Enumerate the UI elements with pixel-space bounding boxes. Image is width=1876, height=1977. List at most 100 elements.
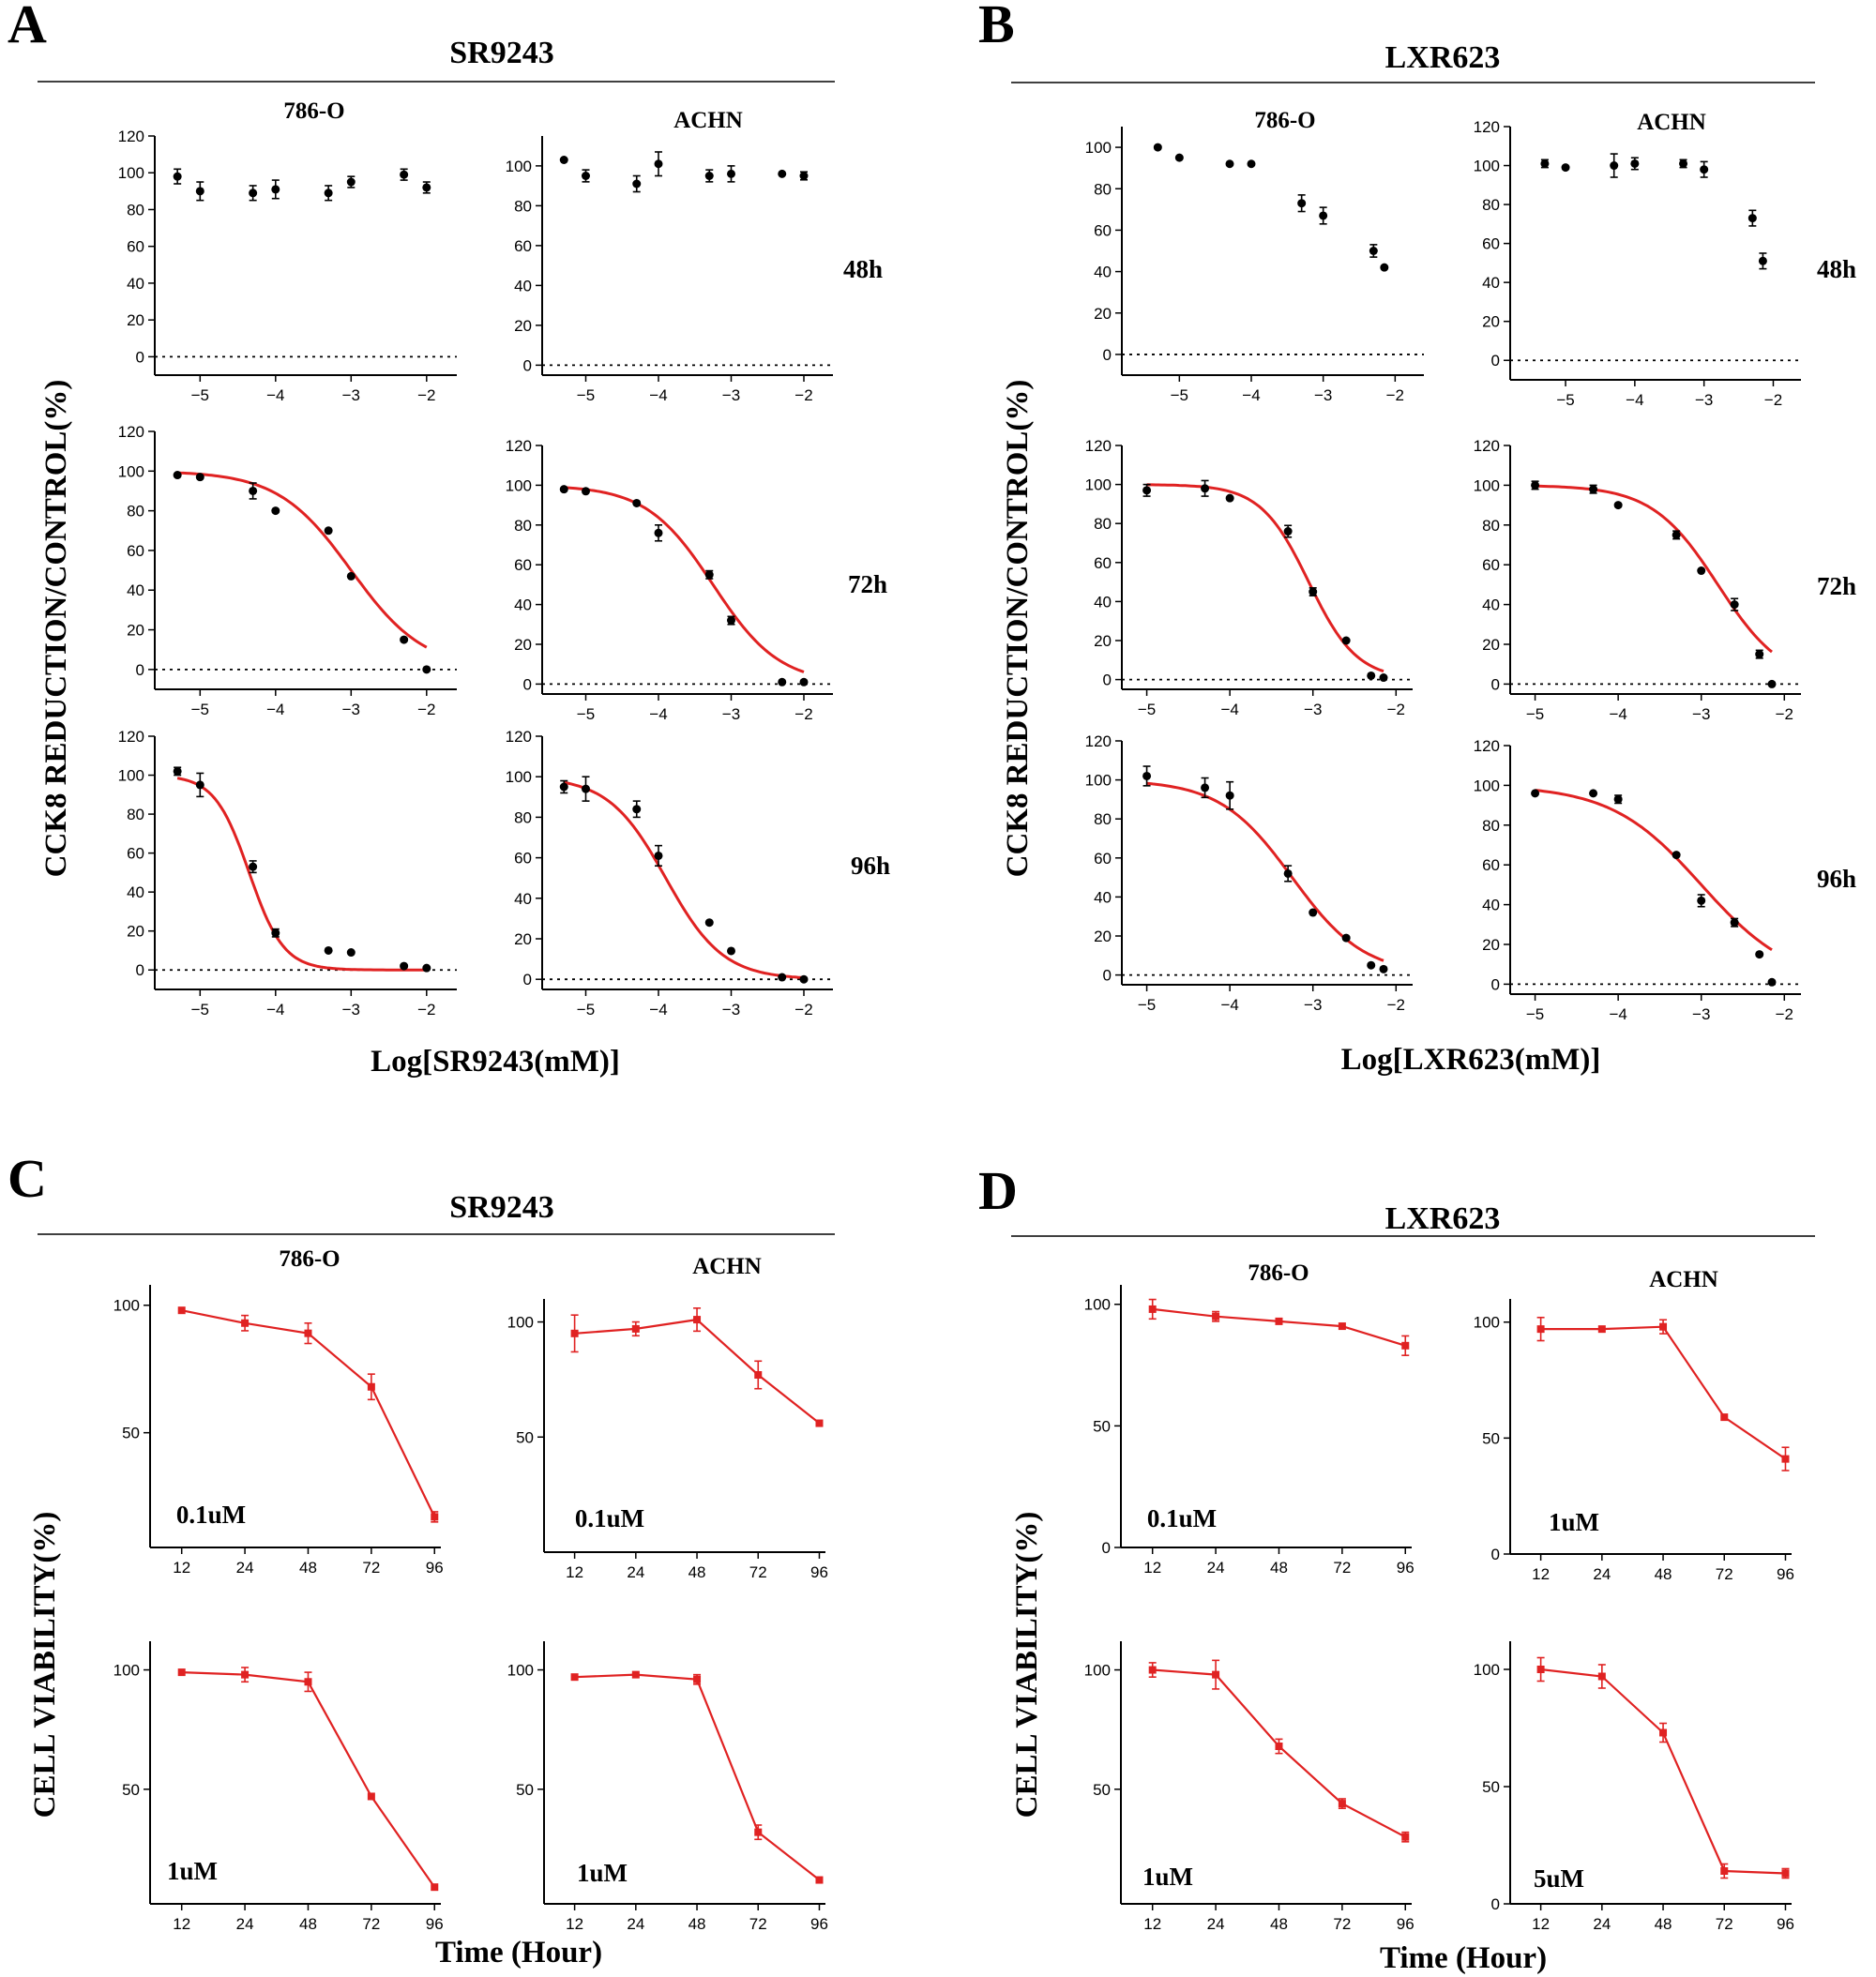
data-point <box>1536 1666 1545 1673</box>
y-tick-label: 120 <box>506 728 532 746</box>
data-point <box>241 1670 250 1679</box>
data-point <box>1247 159 1256 169</box>
data-point <box>1755 650 1764 659</box>
x-tick-label: −2 <box>1386 386 1404 404</box>
x-tick-label: −2 <box>1776 705 1793 723</box>
panel-title-d: LXR623 <box>1385 1201 1501 1236</box>
y-tick-label: 50 <box>1482 1429 1500 1447</box>
x-tick-label: −4 <box>1609 705 1626 723</box>
x-tick-label: −4 <box>649 705 667 723</box>
data-point <box>559 782 568 792</box>
series-line <box>1540 1325 1787 1460</box>
chart-d-18: 50 100 12 24 48 72 96 1uM <box>1084 1641 1415 1933</box>
chart-d-19: 0 50 100 12 24 48 72 96 5uM <box>1474 1641 1794 1933</box>
y-tick-label: 120 <box>1474 737 1500 755</box>
series-line <box>574 1673 821 1881</box>
chart-b-7: 0 20 40 60 80 100 120 −5 −4 −3 −2 ACHN <box>1474 110 1801 409</box>
y-tick-label: 40 <box>1482 274 1500 292</box>
y-tick-label: 60 <box>127 845 144 863</box>
y-tick-label: 0 <box>1491 975 1500 993</box>
y-tick-label: 0 <box>523 356 532 374</box>
data-point <box>727 616 735 626</box>
y-tick-label: 80 <box>514 808 532 826</box>
y-tick-label: 100 <box>506 476 532 494</box>
data-point <box>1730 600 1739 610</box>
y-tick-label: 60 <box>1094 554 1112 572</box>
data-point <box>367 1792 375 1801</box>
data-point <box>304 1678 312 1686</box>
y-tick-label: 80 <box>127 503 144 521</box>
data-point <box>1613 501 1623 510</box>
x-tick-label: −3 <box>1692 705 1710 723</box>
x-tick-label: −4 <box>266 386 284 404</box>
data-point <box>1697 566 1706 576</box>
data-point <box>173 766 182 776</box>
data-point <box>324 189 333 198</box>
y-tick-label: 80 <box>514 197 532 215</box>
y-tick-label: 0 <box>1103 672 1112 689</box>
panel-title-a: SR9243 <box>449 36 553 70</box>
chart-b-6: 0 20 40 60 80 100 −5 −4 −3 −2 786-O 48h <box>1085 108 1856 404</box>
y-tick-label: 120 <box>118 423 144 441</box>
chart-c-13: 50 100 12 24 48 72 96 ACHN 0.1uM <box>507 1254 828 1581</box>
x-axis-label-c: Time (Hour) <box>435 1936 602 1969</box>
x-tick-label: −4 <box>266 1001 284 1019</box>
x-tick-label: 96 <box>1777 1565 1794 1583</box>
data-point <box>249 189 258 198</box>
data-point <box>1319 211 1328 220</box>
x-tick-label: −5 <box>1171 386 1188 404</box>
data-point <box>1679 158 1688 168</box>
y-tick-label: 80 <box>514 517 532 535</box>
x-tick-label: −5 <box>1556 391 1574 409</box>
data-point <box>195 187 204 196</box>
data-point <box>195 780 204 790</box>
y-tick-label: 60 <box>514 556 532 574</box>
data-point <box>1142 486 1152 495</box>
data-point <box>1201 484 1210 493</box>
x-tick-label: 12 <box>1143 1559 1161 1577</box>
data-point <box>1148 1305 1157 1313</box>
y-tick-label: 40 <box>514 596 532 614</box>
x-tick-label: 48 <box>1655 1565 1672 1583</box>
fit-curve <box>177 471 428 649</box>
panel-letter-b: B <box>978 0 1015 54</box>
y-tick-label: 40 <box>1482 897 1500 914</box>
x-tick-label: 72 <box>1333 1559 1351 1577</box>
y-tick-label: 100 <box>1085 139 1112 157</box>
data-point <box>704 918 714 928</box>
data-point <box>241 1319 250 1327</box>
y-tick-label: 0 <box>1491 1546 1500 1563</box>
y-tick-label: 100 <box>1474 1661 1500 1679</box>
chart-c-14: 50 100 12 24 48 72 96 1uM <box>113 1641 444 1933</box>
y-tick-label: 80 <box>1094 515 1112 533</box>
data-point <box>778 677 787 687</box>
data-point <box>559 156 568 164</box>
data-point <box>1767 977 1777 987</box>
data-point <box>754 1371 763 1379</box>
y-tick-label: 0 <box>523 971 532 988</box>
data-point <box>271 928 280 938</box>
data-point <box>1275 1743 1283 1750</box>
data-point <box>632 179 642 189</box>
y-tick-label: 50 <box>516 1428 534 1446</box>
y-tick-label: 80 <box>127 201 144 219</box>
data-point <box>693 1316 702 1324</box>
x-tick-label: −4 <box>1626 391 1643 409</box>
x-tick-label: −3 <box>722 1001 740 1019</box>
data-point <box>799 677 809 687</box>
timepoint-label: 72h <box>848 570 887 598</box>
y-tick-label: 40 <box>514 277 532 294</box>
data-point <box>1589 789 1598 798</box>
data-point <box>367 1382 375 1391</box>
y-tick-label: 40 <box>127 883 144 901</box>
x-tick-label: 48 <box>1655 1915 1672 1933</box>
x-tick-label: 12 <box>1532 1915 1550 1933</box>
data-point <box>1379 673 1388 683</box>
y-tick-label: 100 <box>1085 772 1112 790</box>
x-tick-label: −3 <box>342 386 360 404</box>
y-tick-label: 100 <box>506 768 532 786</box>
chart-d-16: 0 50 100 12 24 48 72 96 786-O 0.1uM <box>1084 1260 1415 1577</box>
data-point <box>1697 896 1706 905</box>
y-axis-label-a: CCK8 REDUCTION/CONTROL(%) <box>39 380 73 878</box>
y-tick-label: 80 <box>1094 810 1112 828</box>
